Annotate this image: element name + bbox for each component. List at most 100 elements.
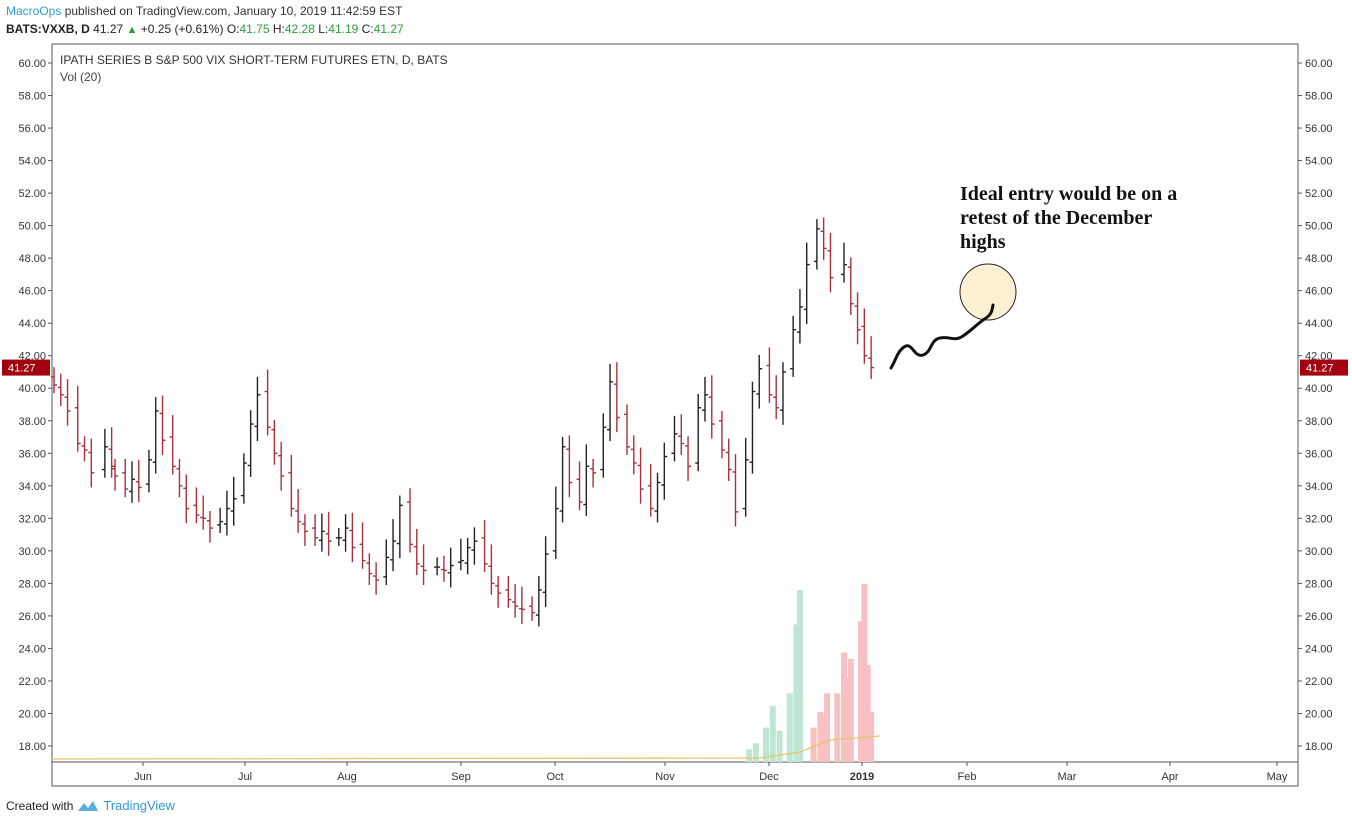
ohlc-bar [732,454,739,527]
high-label: H: [272,22,285,36]
ohlc-bar [854,292,861,345]
ohlc-bar [613,362,620,433]
open-value: 41.75 [239,22,270,36]
right-tick-label: 36.00 [1305,448,1333,460]
volume-bar [824,693,831,762]
ohlc-bar [193,487,200,524]
author-link[interactable]: MacroOps [6,4,62,18]
left-tick-label: 28.00 [18,578,46,590]
volume-bar [769,705,776,762]
ohlc-bar [145,450,152,493]
left-tick-label: 54.00 [18,156,46,168]
ohlc-bar [488,544,495,595]
ohlc-bar [288,454,295,517]
right-tick-label: 58.00 [1305,91,1333,103]
time-tick-label: May [1267,771,1288,783]
ohlc-bar [135,459,142,503]
ohlc-bar [390,519,397,572]
projection-drawing[interactable] [889,263,1017,370]
ohlc-line: BATS:VXXB, D 41.27 ▲ +0.25 (+0.61%) O:41… [6,22,404,36]
time-axis-labels: Jun Jul Aug Sep Oct Nov Dec 2019 Feb Mar Apr May [134,762,1288,783]
left-tick-label: 44.00 [18,318,46,330]
ohlc-bar [678,414,685,455]
volume-indicator-label: Vol (20) [60,70,101,84]
ohlc-bar [217,507,224,533]
volume-bar [776,730,783,762]
ohlc-bar [841,242,848,283]
time-axis[interactable] [51,761,1299,787]
right-tick-label: 26.00 [1305,611,1333,623]
ohlc-bar [383,539,390,586]
plot-area[interactable] [51,43,1299,763]
right-tick-label: 50.00 [1305,221,1333,233]
ohlc-bar [671,415,678,462]
ohlc-bar [630,435,637,475]
left-tick-label: 48.00 [18,253,46,265]
right-price-axis[interactable]: 60.00 58.00 56.00 54.00 52.00 50.00 48.00 46.00… [1298,58,1333,753]
left-tick-label: 22.00 [18,676,46,688]
left-tick-label: 24.00 [18,643,46,655]
ohlc-bar [318,513,325,552]
left-tick-label: 34.00 [18,481,46,493]
ohlc-bar [827,232,834,293]
ohlc-bars [51,217,875,627]
ohlc-bar [413,528,420,576]
ohlc-bar [861,308,868,364]
ohlc-bar [101,428,108,478]
ohlc-bar [223,490,230,536]
right-tick-label: 24.00 [1305,643,1333,655]
ohlc-bar [552,486,559,559]
volume-bar [746,749,753,762]
time-tick-label: Feb [958,771,977,783]
ohlc-bar [868,336,875,379]
volume-bar [844,677,851,762]
ohlc-bar [590,458,597,488]
symbol: BATS:VXXB, D [6,22,90,36]
ohlc-bar [708,375,715,439]
ohlc-bar [518,586,525,625]
published-text: published on TradingView.com, January 10… [64,4,403,18]
time-tick-label: Jun [134,771,152,783]
volume-bar [857,621,864,762]
ohlc-bar [373,562,380,595]
right-tick-label: 54.00 [1305,156,1333,168]
left-tick-label: 18.00 [18,741,46,753]
ohlc-bar [271,419,278,465]
right-tick-label: 34.00 [1305,481,1333,493]
left-tick-label: 56.00 [18,123,46,135]
up-arrow-icon: ▲ [126,24,138,36]
right-tick-label: 60.00 [1305,58,1333,70]
ohlc-bar [230,476,237,526]
left-tick-label: 52.00 [18,188,46,200]
ohlc-bar [803,242,810,325]
ohlc-bar [295,489,302,533]
high-value: 42.28 [284,22,315,36]
ohlc-bar [112,458,119,491]
ohlc-bar [278,441,285,491]
left-price-axis[interactable]: 60.00 58.00 56.00 54.00 52.00 50.00 48.00 46.00… [18,58,52,753]
left-tick-label: 58.00 [18,91,46,103]
volume-bar [864,665,871,762]
ohlc-bar [183,474,190,524]
right-tick-label: 40.00 [1305,383,1333,395]
ohlc-bar [440,555,447,582]
ohlc-bar [325,511,332,556]
ohlc-bar [240,453,247,504]
time-tick-label: Apr [1161,771,1178,783]
ohlc-bar [396,495,403,559]
left-tick-label: 20.00 [18,708,46,720]
right-tick-label: 44.00 [1305,318,1333,330]
right-tick-label: 48.00 [1305,253,1333,265]
open-label: O: [226,22,240,36]
volume-bar [810,727,817,762]
tradingview-link[interactable]: TradingView [103,798,175,813]
ohlc-bar [535,576,542,627]
ohlc-bar [176,458,183,498]
left-tick-label: 46.00 [18,286,46,298]
right-tick-label: 38.00 [1305,416,1333,428]
ohlc-bar [607,363,614,442]
ohlc-bar [471,527,478,565]
ohlc-bar [349,512,356,563]
ohlc-bar [718,411,725,459]
